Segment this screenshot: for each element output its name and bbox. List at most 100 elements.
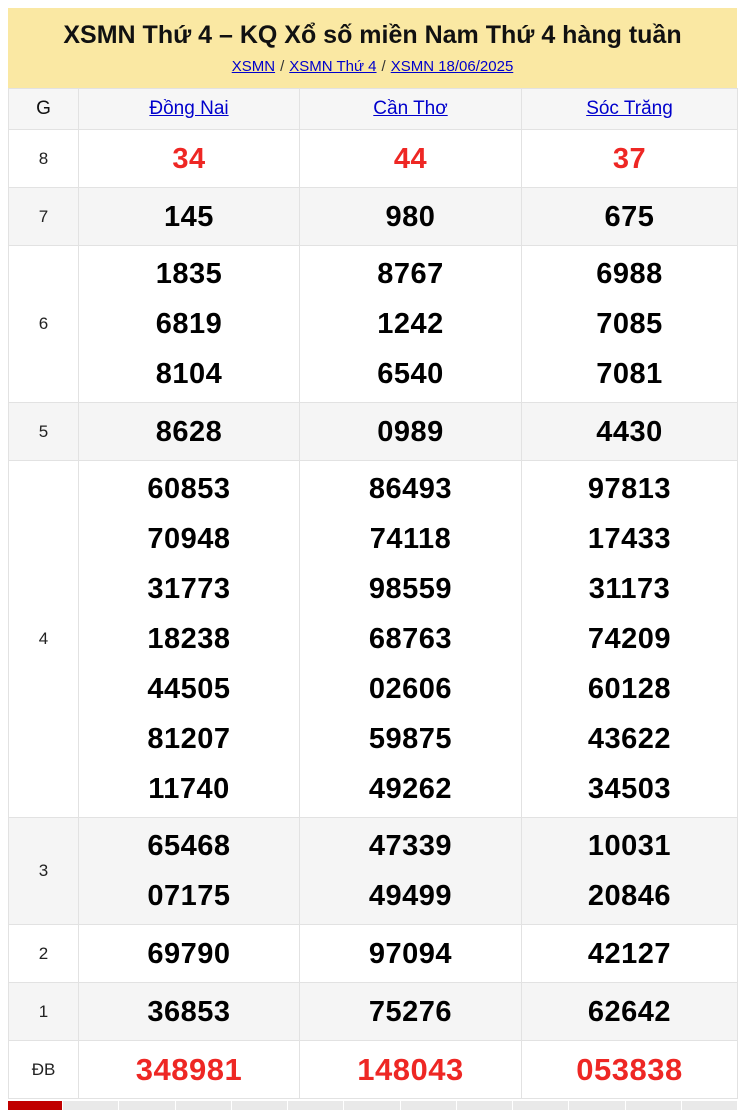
result-number: 7081 [596, 358, 663, 390]
result-number: 44 [393, 142, 428, 175]
result-number: 31173 [588, 573, 671, 605]
result-number: 86493 [368, 473, 453, 505]
next-table-cell [62, 1101, 119, 1110]
result-number: 97094 [368, 937, 453, 970]
province-link-1[interactable]: Cần Thơ [373, 98, 448, 119]
next-table-cell [287, 1101, 344, 1110]
prize-row-7: 7 145 980 675 [8, 187, 738, 246]
result-number: 68763 [368, 623, 453, 655]
result-number: 69790 [147, 937, 231, 970]
prize-row-2: 2 69790 97094 42127 [8, 924, 738, 983]
result-number: 1242 [377, 308, 444, 340]
breadcrumb-link-1[interactable]: XSMN Thứ 4 [289, 58, 377, 75]
result-cell: 97094 [299, 924, 522, 983]
result-cell: 148043 [299, 1040, 522, 1099]
result-number: 47339 [368, 830, 453, 862]
province-header-cell: Đồng Nai [78, 88, 300, 130]
result-cell: 0989 [299, 402, 522, 461]
result-cell: 65468 07175 [78, 817, 300, 925]
result-cell: 36853 [78, 982, 300, 1041]
prize-row-5: 5 8628 0989 4430 [8, 402, 738, 461]
result-cell: 60853 70948 31773 18238 44505 81207 11740 [78, 460, 300, 818]
result-number: 4430 [596, 415, 663, 448]
result-number: 49499 [368, 880, 453, 912]
result-number: 8628 [155, 415, 223, 448]
prize-row-ĐB: ĐB 348981 148043 053838 [8, 1040, 738, 1099]
prize-label-ĐB: ĐB [8, 1040, 79, 1099]
next-table-cell [455, 1101, 512, 1110]
result-number: 31773 [147, 573, 231, 605]
result-number: 97813 [587, 473, 672, 505]
result-cell: 86493 74118 98559 68763 02606 59875 49262 [299, 460, 522, 818]
result-cell: 145 [78, 187, 300, 246]
result-number: 75276 [368, 995, 453, 1028]
result-number: 98559 [368, 573, 453, 605]
result-cell: 34 [78, 129, 300, 188]
prize-row-4: 4 60853 70948 31773 18238 44505 81207 11740 8649… [8, 460, 738, 818]
prize-label-5: 5 [8, 402, 79, 461]
prize-label-7: 7 [8, 187, 79, 246]
breadcrumb-link-2[interactable]: XSMN 18/06/2025 [390, 58, 514, 75]
result-cell: 37 [521, 129, 738, 188]
result-number: 7085 [596, 308, 663, 340]
result-number: 60128 [587, 673, 672, 705]
result-number: 34 [172, 142, 206, 175]
result-number: 8104 [155, 358, 223, 390]
prize-label-3: 3 [8, 817, 79, 925]
result-number: 053838 [576, 1051, 683, 1087]
result-cell: 980 [299, 187, 522, 246]
result-cell: 6988 7085 7081 [521, 245, 738, 403]
masthead: XSMN Thứ 4 – KQ Xổ số miền Nam Thứ 4 hàn… [8, 8, 737, 88]
result-cell: 47339 49499 [299, 817, 522, 925]
province-link-0[interactable]: Đồng Nai [149, 98, 229, 119]
prize-label-1: 1 [8, 982, 79, 1041]
result-number: 6819 [155, 308, 223, 340]
result-cell: 97813 17433 31173 74209 60128 43622 34503 [521, 460, 738, 818]
result-cell: 8767 1242 6540 [299, 245, 522, 403]
prize-row-8: 8 34 44 37 [8, 129, 738, 188]
province-header-cell: Cần Thơ [299, 88, 522, 130]
prize-label-6: 6 [8, 245, 79, 403]
result-number: 74118 [369, 523, 452, 555]
page-title: XSMN Thứ 4 – KQ Xổ số miền Nam Thứ 4 hàn… [63, 21, 682, 49]
result-number: 70948 [147, 523, 231, 555]
next-table-cell [343, 1101, 400, 1110]
result-number: 49262 [368, 773, 453, 805]
result-number: 36853 [147, 995, 231, 1028]
result-number: 44505 [147, 673, 231, 705]
result-cell: 62642 [521, 982, 738, 1041]
result-number: 675 [604, 200, 655, 233]
result-number: 42127 [587, 937, 672, 970]
province-link-2[interactable]: Sóc Trăng [586, 98, 673, 119]
result-cell: 42127 [521, 924, 738, 983]
result-number: 74209 [587, 623, 672, 655]
result-number: 02606 [368, 673, 453, 705]
prize-row-6: 6 1835 6819 8104 8767 1242 6540 6988 7085 7081 [8, 245, 738, 403]
result-number: 145 [164, 200, 214, 233]
result-number: 10031 [587, 830, 672, 862]
result-cell: 10031 20846 [521, 817, 738, 925]
result-number: 18238 [147, 623, 231, 655]
result-number: 62642 [587, 995, 672, 1028]
prize-row-3: 3 65468 07175 47339 49499 10031 20846 [8, 817, 738, 925]
result-number: 6540 [377, 358, 444, 390]
prize-label-2: 2 [8, 924, 79, 983]
result-number: 11740 [148, 773, 230, 805]
result-number: 07175 [147, 880, 231, 912]
next-table-cell [230, 1101, 287, 1110]
province-header-cell: Sóc Trăng [521, 88, 738, 130]
next-table-cell [174, 1101, 231, 1110]
results-table: G Đồng Nai Cần Thơ Sóc Trăng 8 34 44 37 7 145 98… [8, 88, 738, 1099]
result-cell: 348981 [78, 1040, 300, 1099]
breadcrumb-separator: / [280, 58, 285, 75]
result-number: 148043 [357, 1051, 464, 1087]
result-cell: 44 [299, 129, 522, 188]
next-table-cell [680, 1101, 737, 1110]
result-number: 8767 [377, 258, 444, 290]
result-cell: 8628 [78, 402, 300, 461]
next-table-cell [118, 1101, 175, 1110]
result-cell: 69790 [78, 924, 300, 983]
result-number: 20846 [587, 880, 672, 912]
breadcrumb-link-0[interactable]: XSMN [231, 58, 276, 75]
next-table-cell [512, 1101, 569, 1110]
